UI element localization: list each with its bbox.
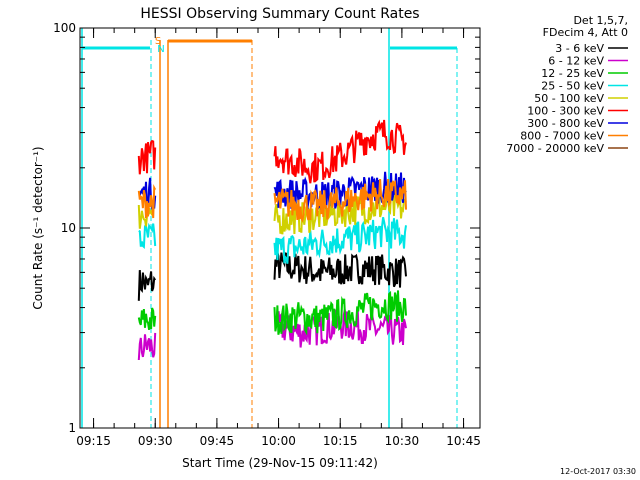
series-line	[273, 290, 407, 336]
annotation-marker: N	[157, 44, 164, 55]
series-line	[273, 251, 407, 288]
x-tick-label: 10:45	[446, 434, 481, 448]
series-line	[273, 216, 407, 264]
series-line	[137, 139, 157, 175]
x-tick-label: 09:45	[200, 434, 235, 448]
annotation-marker: S	[155, 36, 161, 47]
legend-label: 800 - 7000 keV	[520, 130, 604, 143]
legend-label: 7000 - 20000 keV	[506, 142, 604, 155]
y-tick-label: 10	[61, 221, 76, 235]
legend-label: 25 - 50 keV	[541, 80, 604, 93]
legend-label: 300 - 800 keV	[527, 117, 604, 130]
x-tick-label: 09:15	[76, 434, 111, 448]
x-tick-label: 09:30	[138, 434, 173, 448]
footer-timestamp: 12-Oct-2017 03:30	[560, 467, 636, 476]
y-tick-label: 100	[53, 21, 76, 35]
plot-area: SN	[81, 28, 458, 428]
series-line	[277, 309, 407, 348]
x-axis-label: Start Time (29-Nov-15 09:11:42)	[182, 456, 378, 470]
legend-label: 6 - 12 keV	[548, 55, 604, 68]
x-tick-label: 10:15	[323, 434, 358, 448]
legend-label: 3 - 6 keV	[555, 42, 604, 55]
x-axis: 09:15 09:30 09:45 10:00 10:15 10:30 10:45	[76, 28, 481, 448]
series-line	[137, 270, 157, 301]
series-line	[138, 222, 157, 250]
y-tick-label: 1	[68, 421, 76, 435]
series-line	[137, 332, 157, 361]
x-tick-label: 10:00	[261, 434, 296, 448]
legend-header: Det 1,5,7,	[573, 14, 628, 27]
series-line	[137, 307, 157, 330]
series-line	[273, 178, 407, 223]
legend-label: 50 - 100 keV	[534, 92, 604, 105]
legend-label: 100 - 300 keV	[527, 105, 604, 118]
series-line	[273, 119, 407, 184]
y-axis: 1 10 100	[53, 21, 480, 435]
y-axis-label: Count Rate (s⁻¹ detector⁻¹)	[31, 146, 45, 309]
legend-header: FDecim 4, Att 0	[543, 26, 628, 39]
legend-label: 12 - 25 keV	[541, 67, 604, 80]
chart-title: HESSI Observing Summary Count Rates	[140, 6, 419, 22]
series-line	[137, 183, 157, 219]
x-tick-label: 10:30	[385, 434, 420, 448]
